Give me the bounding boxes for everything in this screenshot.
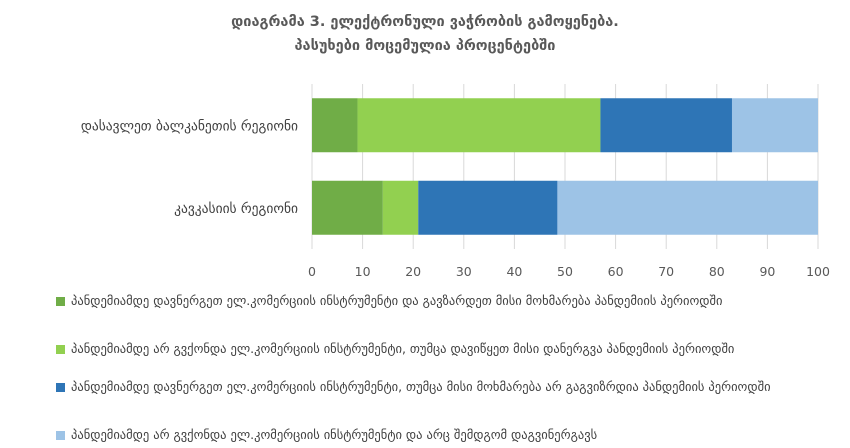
bar-1-series-1 — [312, 98, 358, 153]
legend-swatch-4 — [56, 431, 65, 440]
chart-title-line-2: პასუხები მოცემულია პროცენტებში — [294, 38, 556, 54]
x-tick-label-10: 100 — [806, 264, 830, 279]
chart-title: დიაგრამა 3. ელექტრონული ვაჭრობის გამოყენ… — [0, 10, 850, 58]
category-label-1: დასავლეთ ბალკანეთის რეგიონი — [81, 117, 298, 134]
legend-label-1: პანდემიამდე დავნერგეთ ელ.კომერციის ინსტრ… — [71, 293, 723, 308]
x-tick-label-6: 60 — [608, 264, 624, 279]
legend-label-4: პანდემიამდე არ გვქონდა ელ.კომერციის ინსტ… — [71, 427, 598, 442]
chart-title-line-1: დიაგრამა 3. ელექტრონული ვაჭრობის გამოყენ… — [231, 14, 619, 30]
legend-label-2: პანდემიამდე არ გვქონდა ელ.კომერციის ინსტ… — [71, 341, 735, 356]
legend-item-2: პანდემიამდე არ გვქონდა ელ.კომერციის ინსტ… — [56, 340, 821, 358]
x-tick-label-5: 50 — [557, 264, 573, 279]
bar-1-series-4 — [731, 98, 818, 153]
legend-swatch-2 — [56, 345, 65, 354]
x-tick-label-7: 70 — [658, 264, 674, 279]
x-tick-label-0: 0 — [308, 264, 316, 279]
bar-2-series-3 — [418, 180, 558, 235]
x-tick-label-9: 90 — [759, 264, 775, 279]
x-tick-label-4: 40 — [506, 264, 522, 279]
legend-swatch-3 — [56, 383, 65, 392]
legend-swatch-1 — [56, 297, 65, 306]
x-tick-label-3: 30 — [456, 264, 472, 279]
x-tick-label-8: 80 — [709, 264, 725, 279]
x-tick-label-2: 20 — [405, 264, 421, 279]
bar-1-series-2 — [357, 98, 601, 153]
legend-label-3: პანდემიამდე დავნერგეთ ელ.კომერციის ინსტრ… — [71, 379, 771, 394]
bar-2-series-4 — [557, 180, 818, 235]
legend-item-3: პანდემიამდე დავნერგეთ ელ.კომერციის ინსტრ… — [56, 378, 821, 396]
legend-item-1: პანდემიამდე დავნერგეთ ელ.კომერციის ინსტრ… — [56, 292, 821, 310]
legend-item-4: პანდემიამდე არ გვქონდა ელ.კომერციის ინსტ… — [56, 426, 821, 444]
bar-2-series-1 — [312, 180, 383, 235]
category-label-2: კავკასიის რეგიონი — [174, 200, 298, 217]
x-tick-label-1: 10 — [355, 264, 371, 279]
bar-2-series-2 — [382, 180, 419, 235]
bar-1-series-3 — [600, 98, 732, 153]
